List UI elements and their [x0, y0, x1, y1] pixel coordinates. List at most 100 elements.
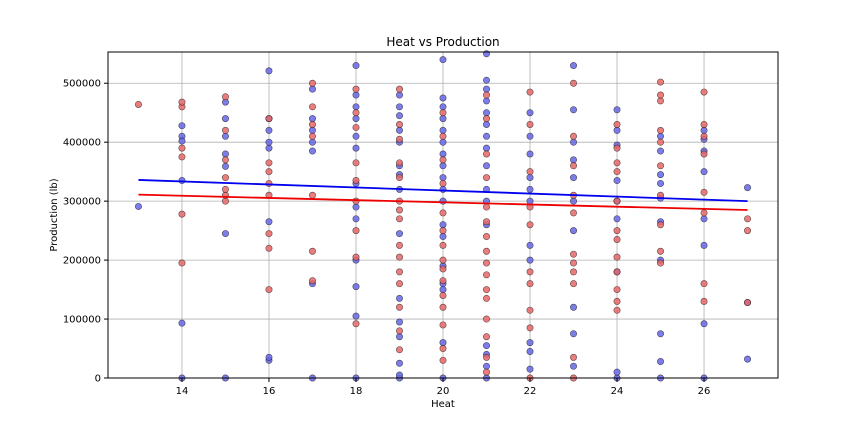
data-point-series-2	[613, 253, 621, 261]
data-point-series-1	[221, 115, 229, 123]
data-point-series-2	[439, 227, 447, 235]
data-point-series-1	[570, 362, 578, 370]
data-point-series-2	[352, 159, 360, 167]
data-point-series-1	[395, 359, 403, 367]
data-point-series-2	[265, 230, 273, 238]
data-point-series-2	[352, 253, 360, 261]
data-point-series-1	[744, 184, 752, 192]
data-point-series-1	[395, 91, 403, 99]
data-point-series-2	[395, 121, 403, 129]
data-point-series-2	[439, 345, 447, 353]
data-point-series-1	[657, 179, 665, 187]
data-point-series-2	[395, 268, 403, 276]
data-point-series-1	[526, 150, 534, 158]
data-point-series-2	[308, 191, 316, 199]
data-point-series-2	[308, 247, 316, 255]
data-point-series-2	[265, 179, 273, 187]
data-point-series-1	[265, 218, 273, 226]
data-point-series-2	[483, 294, 491, 302]
data-point-series-2	[657, 97, 665, 105]
data-point-series-1	[483, 162, 491, 170]
data-point-series-2	[265, 244, 273, 252]
data-point-series-2	[570, 209, 578, 217]
data-point-series-2	[352, 320, 360, 328]
x-tick-label: 20	[437, 386, 450, 397]
data-point-series-2	[439, 156, 447, 164]
data-point-series-2	[700, 188, 708, 196]
data-point-series-1	[352, 91, 360, 99]
data-point-series-1	[221, 230, 229, 238]
data-point-series-2	[613, 159, 621, 167]
data-point-series-1	[352, 115, 360, 123]
data-point-series-1	[483, 109, 491, 117]
data-point-series-2	[352, 123, 360, 131]
data-point-series-1	[352, 132, 360, 140]
data-point-series-2	[526, 280, 534, 288]
data-point-series-2	[395, 85, 403, 93]
data-point-series-1	[352, 103, 360, 111]
data-point-series-2	[439, 291, 447, 299]
data-point-series-2	[613, 286, 621, 294]
data-point-series-2	[352, 85, 360, 93]
data-point-series-1	[526, 197, 534, 205]
data-point-series-1	[308, 147, 316, 155]
data-point-series-2	[483, 368, 491, 376]
data-point-series-1	[613, 215, 621, 223]
data-point-series-2	[483, 91, 491, 99]
data-point-series-1	[483, 362, 491, 370]
data-point-series-1	[265, 126, 273, 134]
data-point-series-1	[570, 62, 578, 70]
data-point-series-1	[395, 112, 403, 120]
data-point-series-1	[308, 115, 316, 123]
data-point-series-2	[700, 209, 708, 217]
data-point-series-2	[570, 280, 578, 288]
data-point-series-1	[526, 174, 534, 182]
data-point-series-1	[613, 368, 621, 376]
data-point-series-2	[657, 221, 665, 229]
data-point-series-1	[134, 202, 142, 210]
data-point-series-1	[526, 365, 534, 373]
data-point-series-2	[439, 241, 447, 249]
data-point-series-1	[613, 126, 621, 134]
data-point-series-1	[526, 256, 534, 264]
data-point-series-1	[352, 215, 360, 223]
data-point-series-1	[221, 150, 229, 158]
y-tick-label: 500000	[63, 79, 101, 90]
data-point-series-2	[613, 235, 621, 243]
data-points	[134, 50, 752, 382]
data-point-series-2	[570, 268, 578, 276]
data-point-series-1	[657, 147, 665, 155]
data-point-series-1	[483, 144, 491, 152]
data-point-series-2	[178, 144, 186, 152]
data-point-series-1	[570, 197, 578, 205]
data-point-series-1	[657, 357, 665, 365]
data-point-series-1	[570, 106, 578, 114]
data-point-series-2	[613, 227, 621, 235]
data-point-series-1	[700, 241, 708, 249]
y-tick-label: 100000	[63, 315, 101, 326]
data-point-series-1	[439, 162, 447, 170]
data-point-series-1	[439, 174, 447, 182]
data-point-series-2	[570, 259, 578, 267]
data-point-series-1	[395, 126, 403, 134]
data-point-series-1	[265, 144, 273, 152]
y-tick-label: 400000	[63, 138, 101, 149]
y-axis-label: Production (lb)	[49, 178, 60, 251]
data-point-series-2	[221, 197, 229, 205]
data-point-series-2	[178, 98, 186, 106]
data-point-series-2	[526, 324, 534, 332]
data-point-series-1	[483, 121, 491, 129]
data-point-series-1	[221, 132, 229, 140]
data-point-series-2	[395, 215, 403, 223]
data-point-series-1	[570, 138, 578, 146]
data-point-series-2	[483, 218, 491, 226]
y-tick-label: 300000	[63, 197, 101, 208]
data-point-series-1	[570, 156, 578, 164]
data-point-series-2	[483, 203, 491, 211]
data-point-series-1	[395, 371, 403, 379]
data-point-series-1	[178, 122, 186, 130]
data-point-series-1	[352, 62, 360, 70]
data-point-series-1	[570, 303, 578, 311]
data-point-series-1	[395, 230, 403, 238]
data-point-series-1	[439, 339, 447, 347]
